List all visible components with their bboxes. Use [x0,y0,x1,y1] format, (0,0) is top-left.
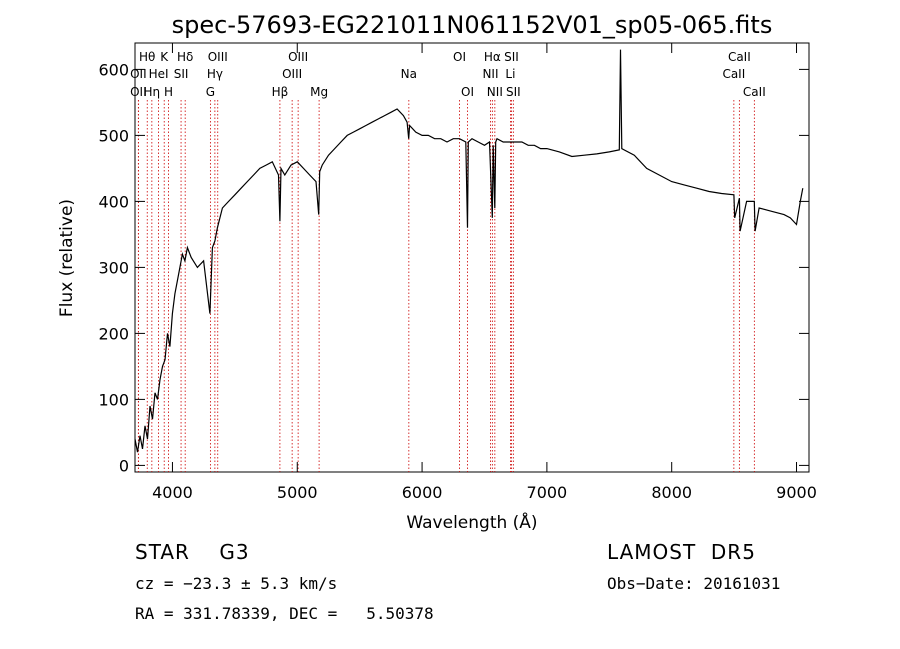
x-tick-label: 9000 [776,483,817,502]
spectral-line-label: K [160,50,169,64]
y-tick-label: 500 [98,126,129,145]
spectral-line-label: Na [401,67,417,81]
spectral-line-label: OII [130,67,147,81]
chart-title: spec-57693-EG221011N061152V01_sp05-065.f… [172,11,773,39]
spectral-line-label: CaII [728,50,751,64]
y-tick-label: 0 [119,456,129,475]
x-tick-label: 4000 [152,483,193,502]
spectral-line-label: Mg [310,85,328,99]
spectral-line-label: Hθ [139,50,155,64]
spectral-line-label: NII [487,85,503,99]
spectral-line-label: Li [505,67,515,81]
spectral-line-label: OIII [208,50,228,64]
spectral-line-label: Hβ [272,85,289,99]
x-tick-label: 8000 [651,483,692,502]
x-tick-label: 7000 [527,483,568,502]
y-tick-label: 200 [98,324,129,343]
y-tick-label: 300 [98,258,129,277]
spectral-line-label: SII [174,67,189,81]
y-axis-label: Flux (relative) [57,199,77,317]
spectral-line-label: Hα [484,50,501,64]
spectral-line-label: OI [461,85,474,99]
y-tick-label: 600 [98,60,129,79]
spectral-line-label: SII [506,85,521,99]
spectral-line-label: Hη [144,85,161,99]
survey-name: LAMOST DR5 [607,540,756,564]
y-tick-label: 400 [98,192,129,211]
y-tick-label: 100 [98,390,129,409]
spectral-line-label: OII [130,85,147,99]
spectrum-line [134,49,804,453]
redshift-velocity: cz = −23.3 ± 5.3 km/s [135,574,338,593]
spectral-line-label: Hγ [207,67,223,81]
plot-frame [134,42,810,473]
object-type: STAR G3 [135,540,250,564]
spectral-line-label: CaII [722,67,745,81]
spectral-line-label: HeI [149,67,169,81]
spectral-line-label: SII [504,50,519,64]
spectral-line-label: G [206,85,215,99]
x-tick-label: 5000 [277,483,318,502]
spectral-line-label: OIII [288,50,308,64]
spectral-line-label: H [164,85,173,99]
spectral-line-label: OI [453,50,466,64]
observation-date: Obs−Date: 20161031 [607,574,781,593]
coordinates: RA = 331.78339, DEC = 5.50378 [135,604,434,623]
spectral-line-label: CaII [743,85,766,99]
spectral-line-label: NII [482,67,498,81]
axis-ticks: 4000 5000 6000 7000 8000 9000 0 100 200 300 400 500… [98,43,817,502]
spectral-line-label: OIII [282,67,302,81]
x-axis-label: Wavelength (Å) [406,511,537,533]
spectral-line-label: Hδ [177,50,193,64]
x-tick-label: 6000 [402,483,443,502]
